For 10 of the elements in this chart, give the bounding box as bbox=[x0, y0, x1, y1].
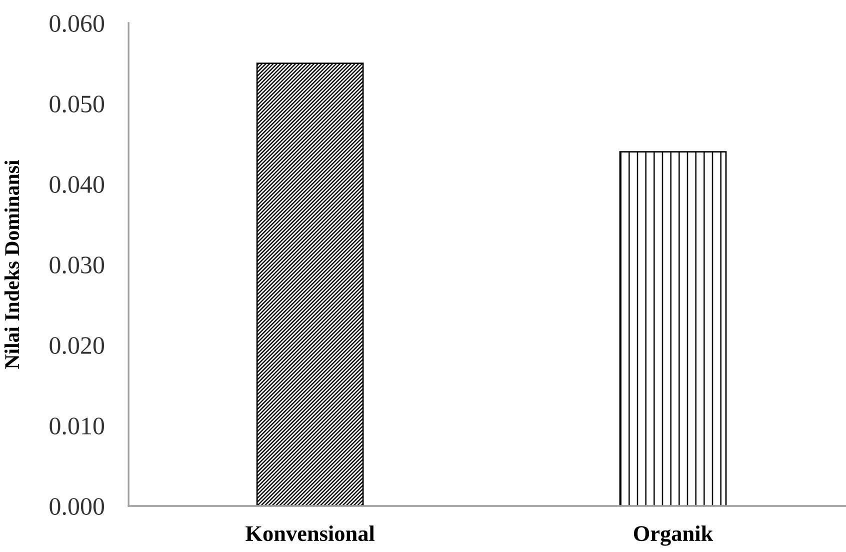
x-tick-label: Organik bbox=[634, 525, 714, 546]
y-tick-label: 0.020 bbox=[50, 337, 104, 354]
y-tick-label: 0.060 bbox=[50, 15, 104, 32]
y-axis-title: Nilai Indeks Dominansi bbox=[4, 160, 20, 369]
y-tick-label: 0.000 bbox=[50, 498, 104, 516]
y-tick-label: 0.040 bbox=[50, 176, 104, 194]
y-tick-label: 0.030 bbox=[50, 256, 104, 274]
y-tick-label: 0.050 bbox=[50, 96, 104, 113]
y-tick-label: 0.010 bbox=[50, 418, 104, 435]
x-tick-label: Konvensional bbox=[246, 525, 375, 542]
